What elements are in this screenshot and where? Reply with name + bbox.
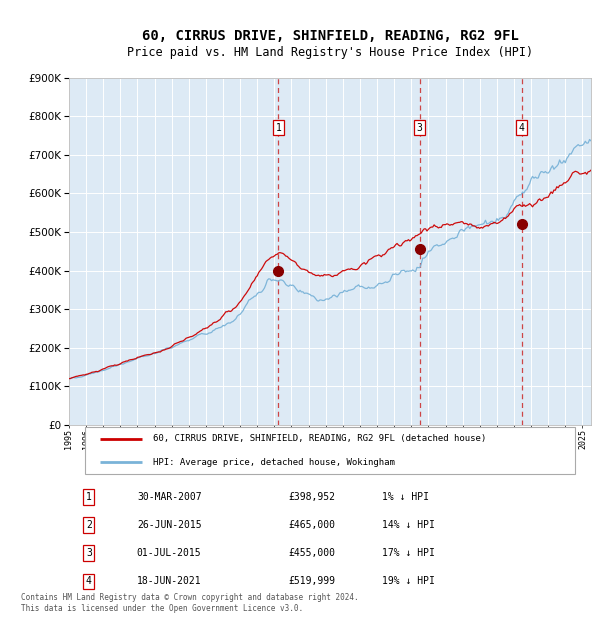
Text: 2: 2 xyxy=(86,520,92,530)
Text: £465,000: £465,000 xyxy=(288,520,335,530)
Text: 4: 4 xyxy=(86,577,92,587)
Text: 17% ↓ HPI: 17% ↓ HPI xyxy=(382,548,435,558)
Text: 14% ↓ HPI: 14% ↓ HPI xyxy=(382,520,435,530)
Text: 3: 3 xyxy=(86,548,92,558)
FancyBboxPatch shape xyxy=(85,427,575,474)
Text: £455,000: £455,000 xyxy=(288,548,335,558)
Text: 1% ↓ HPI: 1% ↓ HPI xyxy=(382,492,429,502)
Text: 01-JUL-2015: 01-JUL-2015 xyxy=(137,548,202,558)
Text: 18-JUN-2021: 18-JUN-2021 xyxy=(137,577,202,587)
Text: 1: 1 xyxy=(86,492,92,502)
Text: Price paid vs. HM Land Registry's House Price Index (HPI): Price paid vs. HM Land Registry's House … xyxy=(127,46,533,58)
Text: 19% ↓ HPI: 19% ↓ HPI xyxy=(382,577,435,587)
Text: 26-JUN-2015: 26-JUN-2015 xyxy=(137,520,202,530)
Text: £398,952: £398,952 xyxy=(288,492,335,502)
Text: 4: 4 xyxy=(519,123,525,133)
Text: 3: 3 xyxy=(417,123,422,133)
Text: HPI: Average price, detached house, Wokingham: HPI: Average price, detached house, Woki… xyxy=(152,458,394,467)
Text: Contains HM Land Registry data © Crown copyright and database right 2024.
This d: Contains HM Land Registry data © Crown c… xyxy=(21,593,359,613)
Text: 30-MAR-2007: 30-MAR-2007 xyxy=(137,492,202,502)
Text: £519,999: £519,999 xyxy=(288,577,335,587)
Text: 60, CIRRUS DRIVE, SHINFIELD, READING, RG2 9FL (detached house): 60, CIRRUS DRIVE, SHINFIELD, READING, RG… xyxy=(152,435,486,443)
Text: 1: 1 xyxy=(275,123,281,133)
Text: 60, CIRRUS DRIVE, SHINFIELD, READING, RG2 9FL: 60, CIRRUS DRIVE, SHINFIELD, READING, RG… xyxy=(142,29,518,43)
